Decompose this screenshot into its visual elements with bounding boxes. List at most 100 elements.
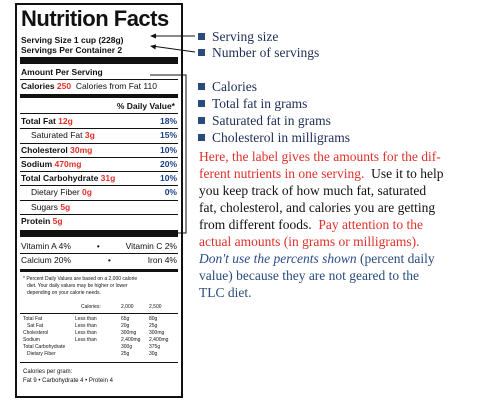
per-gram-label: Calories per gram: <box>23 369 73 375</box>
table-row-2000: 20g <box>121 323 130 329</box>
para-text: fat, cholesterol, and calories you are g… <box>199 200 436 215</box>
nutrient-pct: 20% <box>159 159 177 169</box>
nutrient-pct: 15% <box>159 130 177 140</box>
serving-size: Serving Size 1 cup (228g) <box>21 35 124 45</box>
para-text-italic: Don't use the percents shown <box>199 251 357 266</box>
para-line: from different foods. Pay attention to t… <box>199 216 443 233</box>
bullet-item: Cholesterol in milligrams <box>198 130 350 146</box>
vitamin-a: Vitamin A 4% <box>21 241 71 251</box>
servings-arrow <box>151 45 196 53</box>
bullet-item: Saturated fat in grams <box>198 113 331 129</box>
nutrient-amount: 3g <box>84 130 95 140</box>
table-row-qual: Less than <box>75 330 97 336</box>
table-row-2500: 80g <box>149 316 158 322</box>
bullet-text: Number of servings <box>212 45 320 60</box>
para-text-teal: TLC diet. <box>199 285 252 300</box>
nutrient-pct: 0% <box>164 187 177 197</box>
daily-value-header: % Daily Value* <box>116 101 175 111</box>
bullet-item: Calories <box>198 79 257 95</box>
nutrient-row: Sugars 5g <box>31 202 177 212</box>
bullet-square-icon <box>198 100 205 107</box>
calories-label: Calories <box>21 81 55 91</box>
table-row-name: Cholesterol <box>23 330 49 336</box>
nutrient-amount: 5g <box>60 202 71 212</box>
nutrient-row: Dietary Fiber 0g 0% <box>31 187 177 197</box>
divider <box>20 171 178 172</box>
table-row-2000: 65g <box>121 316 130 322</box>
bullet-square-icon <box>198 33 205 40</box>
nutrient-name: Protein <box>21 216 51 226</box>
arrowhead <box>150 44 156 50</box>
table-header-2500: 2,500 <box>149 304 162 310</box>
table-row-name: Sodium <box>23 337 40 343</box>
divider <box>20 128 178 129</box>
nutrient-name: Cholesterol <box>21 145 68 155</box>
table-row-qual: Less than <box>75 323 97 329</box>
bullet-text: Serving size <box>212 29 279 44</box>
vitamin-row: Vitamin A 4% • Vitamin C 2% <box>21 241 177 251</box>
table-row-name: Dietary Fiber <box>27 351 56 357</box>
para-text-red: ferent nutrients in one serving. <box>199 166 365 181</box>
table-header-2000: 2,000 <box>121 304 134 310</box>
para-text-red: Pay attention to the <box>318 217 423 232</box>
nutrient-amount: 470mg <box>54 159 82 169</box>
nutrient-name: Sodium <box>21 159 53 169</box>
para-line: fat, cholesterol, and calories you are g… <box>199 199 443 216</box>
bullet-text: Saturated fat in grams <box>212 113 331 128</box>
nutrient-amount: 31g <box>100 173 116 183</box>
nutrient-row: Saturated Fat 3g 15% <box>31 130 177 140</box>
calcium: Calcium 20% <box>21 255 72 265</box>
divider <box>20 113 178 114</box>
table-row-2500: 2,400mg <box>149 337 169 343</box>
divider <box>20 253 178 254</box>
para-text-red: Here, the label gives the amounts for th… <box>199 149 441 164</box>
bullet-square-icon <box>198 49 205 56</box>
footnote-line: depending on your calorie needs. <box>27 290 101 296</box>
bullet-text: Calories <box>212 79 257 94</box>
table-row-2500: 375g <box>149 344 161 350</box>
arrowhead <box>150 33 156 39</box>
table-row-2000: 300g <box>121 344 133 350</box>
divider <box>20 200 178 201</box>
thick-divider <box>20 230 178 237</box>
servings-per-container: Servings Per Container 2 <box>21 45 123 55</box>
bullet-item: Total fat in grams <box>198 96 307 112</box>
bullet-item: Number of servings <box>198 45 319 61</box>
para-text-teal: (percent daily <box>360 251 435 266</box>
bullet-square-icon <box>198 83 205 90</box>
nutrient-row: Total Carbohydrate 31g 10% <box>21 173 177 183</box>
nutrient-pct: 18% <box>159 116 177 126</box>
para-text: you keep track of how much fat, saturate… <box>199 183 427 198</box>
nutrient-amount: 30mg <box>70 145 93 155</box>
nutrient-pct: 10% <box>159 145 177 155</box>
table-row-2000: 300mg <box>121 330 137 336</box>
nutrient-row: Cholesterol 30mg 10% <box>21 145 177 155</box>
nutrient-amount: 0g <box>82 187 92 197</box>
iron: Iron 4% <box>147 255 177 265</box>
table-row-2500: 25g <box>149 323 158 329</box>
nutrient-name: Sugars <box>31 202 58 212</box>
divider <box>20 157 178 158</box>
para-line: actual amounts (in grams or milligrams). <box>199 233 443 250</box>
calories-row: Calories 250 Calories from Fat 110 <box>21 81 157 91</box>
table-row-qual: Less than <box>75 337 97 343</box>
para-line: value) because they are not geared to th… <box>199 267 443 284</box>
para-text-red: actual amounts (in grams or milligrams). <box>199 234 420 249</box>
nutrient-bracket <box>150 74 187 234</box>
divider <box>20 362 178 363</box>
footnote-line: diet. Your daily values may be higher or… <box>27 283 128 289</box>
nutrient-pct: 10% <box>159 173 177 183</box>
table-row-2500: 30g <box>149 351 158 357</box>
thick-divider <box>20 57 178 64</box>
para-text: from different foods. <box>199 217 312 232</box>
divider <box>20 79 178 80</box>
calories-value: 250 <box>56 81 72 91</box>
divider <box>20 214 178 215</box>
per-gram-values: Fat 9 • Carbohydrate 4 • Protein 4 <box>23 378 113 384</box>
bullet-square-icon <box>198 117 205 124</box>
table-row-2000: 25g <box>121 351 130 357</box>
vitamin-c: Vitamin C 2% <box>125 241 177 251</box>
table-header-label: Calories: <box>81 304 101 310</box>
nutrient-row: Sodium 470mg 20% <box>21 159 177 169</box>
